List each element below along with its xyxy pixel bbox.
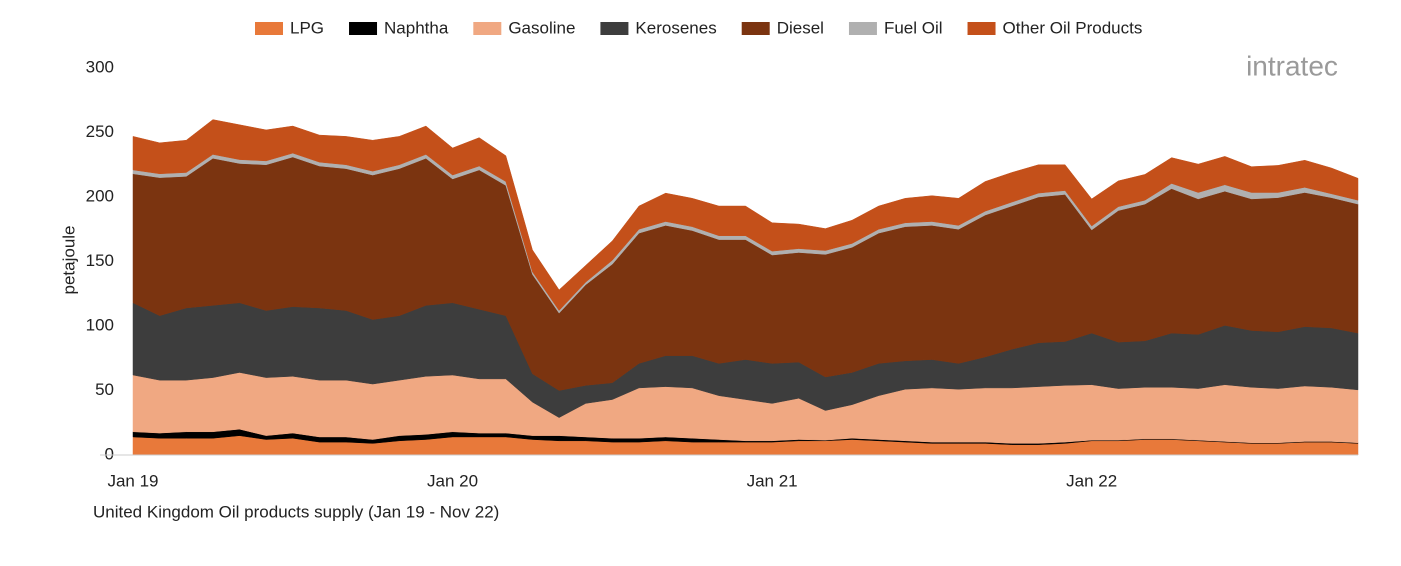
legend-swatch (600, 22, 629, 35)
y-tick-label: 100 (86, 315, 114, 334)
y-tick-label: 250 (86, 122, 114, 141)
y-tick-label: 200 (86, 186, 114, 205)
legend-swatch (473, 22, 502, 35)
x-tick-label: Jan 20 (427, 471, 478, 490)
legend-swatch (349, 22, 378, 35)
x-tick-label: Jan 19 (107, 471, 158, 490)
y-tick-label: 300 (86, 57, 114, 76)
watermark: intratec (1246, 50, 1338, 81)
x-tick-label: Jan 22 (1066, 471, 1117, 490)
legend-label: Kerosenes (635, 18, 716, 37)
y-tick-label: 150 (86, 251, 114, 270)
legend-label: Naphtha (384, 18, 449, 37)
legend-label: LPG (290, 18, 324, 37)
y-tick-label: 0 (105, 444, 114, 463)
legend-swatch (967, 22, 996, 35)
legend-label: Fuel Oil (884, 18, 943, 37)
area (132, 119, 1359, 311)
x-tick-label: Jan 21 (747, 471, 798, 490)
legend-swatch (255, 22, 283, 35)
y-tick-label: 50 (95, 380, 114, 399)
legend-label: Diesel (777, 18, 824, 37)
y-axis-label: petajoule (59, 225, 78, 294)
legend-swatch (741, 22, 770, 35)
chart-title: United Kingdom Oil products supply (Jan … (93, 502, 499, 521)
legend-label: Other Oil Products (1003, 18, 1143, 37)
legend-swatch (848, 22, 877, 35)
legend-label: Gasoline (508, 18, 575, 37)
